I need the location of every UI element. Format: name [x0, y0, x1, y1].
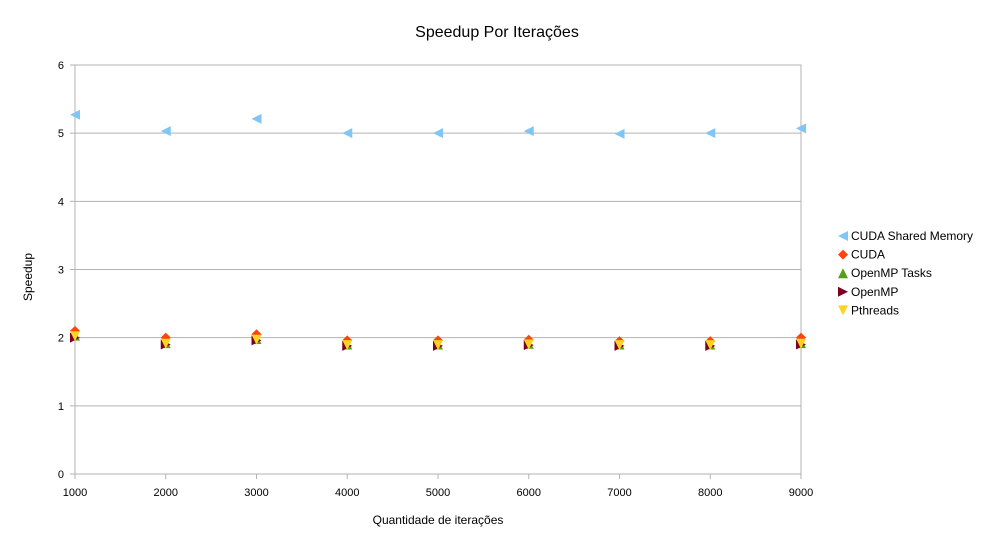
point-triangle-left-0: [342, 128, 353, 139]
x-tick-label: 1000: [63, 487, 87, 499]
point-triangle-down-4: [705, 340, 716, 351]
x-tick-label: 3000: [244, 487, 268, 499]
x-tick-label: 5000: [426, 487, 450, 499]
y-tick-label: 5: [58, 128, 64, 140]
y-axis-label: Speedup: [21, 253, 35, 301]
legend: CUDA Shared Memory CUDA OpenMP Tasks OpenMP…: [838, 229, 973, 317]
point-triangle-down-4: [160, 338, 171, 349]
x-axis-ticks: 1000 2000 3000 4000 5000 6000 7000 8000 9000: [63, 474, 813, 499]
point-triangle-down-4: [433, 340, 443, 351]
point-triangle-down-4: [523, 339, 534, 350]
y-tick-label: 2: [58, 333, 64, 345]
point-triangle-left-0: [523, 126, 534, 137]
legend-marker: [838, 268, 848, 279]
legend-label: CUDA: [851, 248, 885, 262]
legend-label: Pthreads: [851, 303, 899, 317]
point-triangle-down-4: [342, 340, 353, 351]
legend-marker: [838, 231, 848, 241]
point-triangle-left-0: [251, 113, 262, 124]
point-triangle-down-4: [796, 338, 806, 349]
point-triangle-down-4: [70, 331, 80, 342]
legend-label: OpenMP: [851, 285, 898, 299]
point-triangle-left-0: [705, 128, 716, 139]
x-tick-label: 8000: [698, 487, 722, 499]
x-tick-label: 6000: [517, 487, 541, 499]
y-tick-label: 0: [58, 469, 64, 481]
y-tick-label: 6: [58, 60, 64, 72]
y-tick-label: 1: [58, 401, 64, 413]
point-triangle-left-0: [70, 109, 80, 120]
x-tick-label: 4000: [335, 487, 359, 499]
x-axis-label: Quantidade de iterações: [373, 513, 504, 527]
y-tick-label: 4: [58, 196, 64, 208]
legend-label: CUDA Shared Memory: [851, 229, 973, 243]
x-tick-label: 9000: [789, 487, 813, 499]
point-triangle-down-4: [614, 340, 625, 351]
point-triangle-left-0: [160, 126, 171, 137]
x-tick-label: 7000: [607, 487, 631, 499]
chart-title: Speedup Por Iterações: [415, 24, 579, 41]
point-triangle-down-4: [251, 334, 262, 345]
x-tick-label: 2000: [154, 487, 178, 499]
legend-label: OpenMP Tasks: [851, 266, 932, 280]
data-points: [70, 109, 806, 351]
point-triangle-left-0: [433, 128, 443, 139]
point-triangle-left-0: [614, 128, 625, 139]
legend-marker: [838, 286, 848, 297]
y-tick-label: 3: [58, 265, 64, 277]
y-axis-ticks: 0 1 2 3 4 5 6: [58, 60, 75, 481]
point-triangle-left-0: [796, 123, 806, 134]
legend-marker: [838, 305, 848, 316]
legend-marker: [838, 249, 848, 260]
gridlines: [75, 64, 801, 475]
